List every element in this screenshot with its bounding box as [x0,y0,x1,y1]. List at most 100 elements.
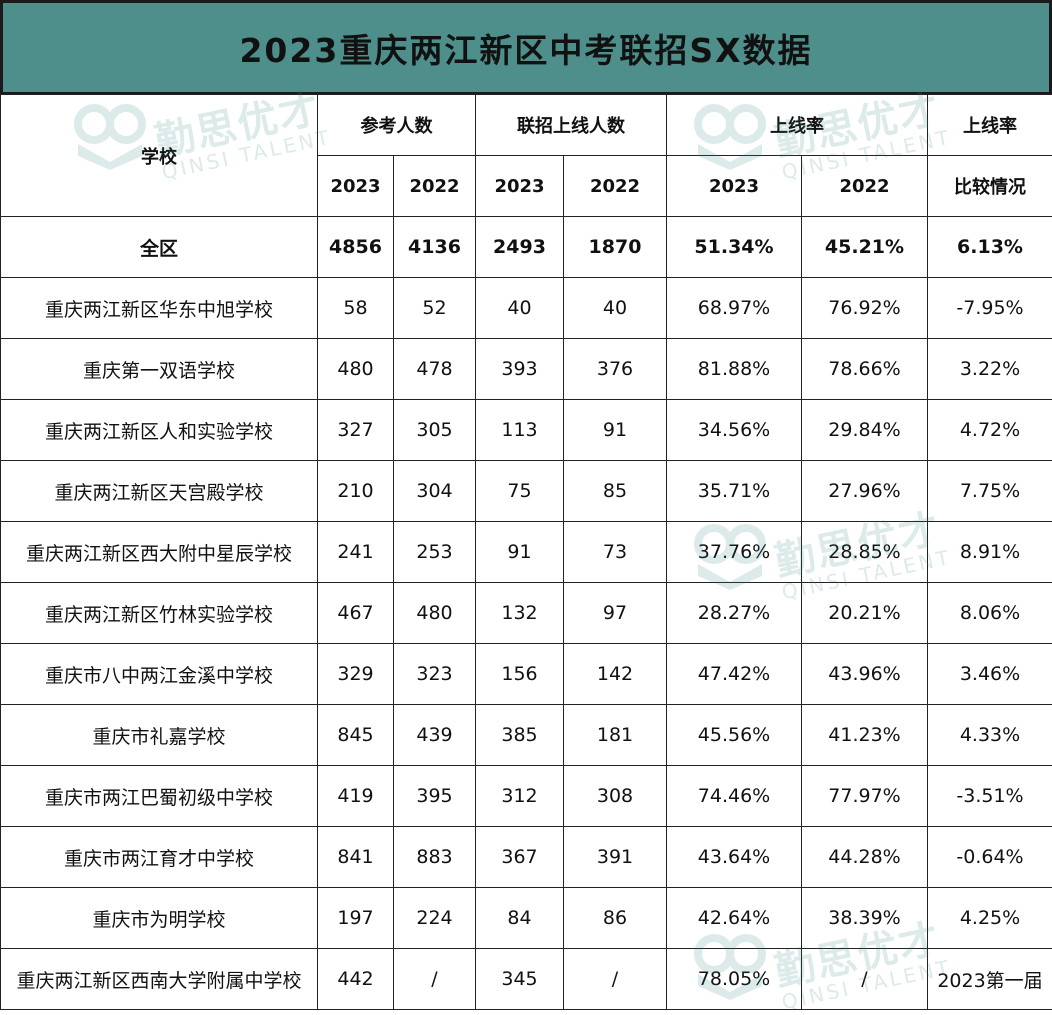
table-row: 重庆市八中两江金溪中学校 329 323 156 142 47.42% 43.96% 3.46… [0,643,1052,705]
cell-school: 重庆市为明学校 [0,887,318,949]
cell-admit-2022: 1870 [563,216,667,278]
cell-rate-2022: 76.92% [801,277,928,339]
cell-admit-2022: 85 [563,460,667,522]
cell-rate-2023: 74.46% [666,765,802,827]
cell-school: 重庆两江新区天宫殿学校 [0,460,318,522]
header-year: 2022 [563,155,667,217]
cell-admit-2023: 385 [475,704,564,766]
cell-rate-2022: 43.96% [801,643,928,705]
table-row: 重庆市两江育才中学校 841 883 367 391 43.64% 44.28% -0.64% [0,826,1052,888]
cell-rate-diff: 7.75% [927,460,1052,522]
cell-takers-2022: 4136 [393,216,476,278]
header-rate-compare-bottom: 比较情况 [927,155,1052,217]
cell-school: 重庆两江新区西南大学附属中学校 [0,948,318,1010]
cell-rate-2023: 47.42% [666,643,802,705]
cell-takers-2022: 304 [393,460,476,522]
cell-takers-2022: 439 [393,704,476,766]
table-row: 重庆两江新区天宫殿学校 210 304 75 85 35.71% 27.96% 7.75% [0,460,1052,522]
cell-school: 重庆两江新区华东中旭学校 [0,277,318,339]
cell-rate-diff: 4.72% [927,399,1052,461]
cell-rate-diff: 4.33% [927,704,1052,766]
cell-school: 重庆两江新区西大附中星辰学校 [0,521,318,583]
total-row: 全区 4856 4136 2493 1870 51.34% 45.21% 6.1… [0,216,1052,278]
cell-admit-2023: 156 [475,643,564,705]
table-row: 重庆市为明学校 197 224 84 86 42.64% 38.39% 4.25% [0,887,1052,949]
cell-admit-2022: 91 [563,399,667,461]
cell-rate-2022: 78.66% [801,338,928,400]
header-rate: 上线率 [666,94,928,156]
cell-admit-2022: 376 [563,338,667,400]
cell-school: 重庆两江新区竹林实验学校 [0,582,318,644]
cell-admit-2023: 75 [475,460,564,522]
cell-admit-2023: 84 [475,887,564,949]
cell-takers-2022: / [393,948,476,1010]
cell-takers-2022: 253 [393,521,476,583]
data-table: 学校 参考人数 联招上线人数 上线率 上线率 2023 2022 2023 20… [0,94,1052,1010]
cell-admit-2023: 91 [475,521,564,583]
cell-takers-2023: 197 [317,887,394,949]
cell-rate-2022: 38.39% [801,887,928,949]
cell-takers-2022: 323 [393,643,476,705]
cell-admit-2023: 367 [475,826,564,888]
cell-rate-2023: 34.56% [666,399,802,461]
cell-school: 重庆市礼嘉学校 [0,704,318,766]
page-title: 2023重庆两江新区中考联招SX数据 [239,30,813,70]
cell-admit-2023: 345 [475,948,564,1010]
cell-rate-2022: / [801,948,928,1010]
cell-admit-2022: 40 [563,277,667,339]
cell-rate-2023: 37.76% [666,521,802,583]
cell-rate-2023: 78.05% [666,948,802,1010]
cell-admit-2022: / [563,948,667,1010]
cell-rate-diff: 8.06% [927,582,1052,644]
cell-admit-2023: 312 [475,765,564,827]
header-admitted: 联招上线人数 [475,94,667,156]
header-year: 2023 [475,155,564,217]
cell-rate-diff: -3.51% [927,765,1052,827]
cell-admit-2022: 391 [563,826,667,888]
cell-admit-2023: 40 [475,277,564,339]
cell-takers-2022: 224 [393,887,476,949]
header-year: 2022 [801,155,928,217]
table-row: 重庆第一双语学校 480 478 393 376 81.88% 78.66% 3.22% [0,338,1052,400]
cell-takers-2023: 210 [317,460,394,522]
cell-rate-2023: 35.71% [666,460,802,522]
cell-takers-2022: 305 [393,399,476,461]
cell-rate-2022: 44.28% [801,826,928,888]
cell-admit-2023: 113 [475,399,564,461]
table-row: 重庆两江新区人和实验学校 327 305 113 91 34.56% 29.84% 4.72% [0,399,1052,461]
cell-rate-2022: 29.84% [801,399,928,461]
cell-admit-2022: 86 [563,887,667,949]
cell-takers-2022: 395 [393,765,476,827]
cell-admit-2023: 132 [475,582,564,644]
cell-rate-2022: 20.21% [801,582,928,644]
cell-takers-2023: 329 [317,643,394,705]
cell-takers-2022: 478 [393,338,476,400]
cell-takers-2022: 883 [393,826,476,888]
cell-rate-diff: 2023第一届 [927,948,1052,1010]
school-rows: 重庆两江新区华东中旭学校 58 52 40 40 68.97% 76.92% -7.95% 重庆… [0,277,1052,1010]
cell-rate-diff: 6.13% [927,216,1052,278]
header-row-1: 学校 参考人数 联招上线人数 上线率 上线率 [0,94,1052,217]
cell-takers-2023: 845 [317,704,394,766]
cell-takers-2023: 841 [317,826,394,888]
header-year: 2022 [393,155,476,217]
cell-rate-2023: 51.34% [666,216,802,278]
cell-takers-2023: 241 [317,521,394,583]
header-rate-compare-top: 上线率 [927,94,1052,156]
title-bar: 2023重庆两江新区中考联招SX数据 [0,0,1052,95]
cell-rate-diff: -0.64% [927,826,1052,888]
cell-rate-diff: 8.91% [927,521,1052,583]
cell-rate-2022: 28.85% [801,521,928,583]
cell-rate-diff: 4.25% [927,887,1052,949]
cell-takers-2023: 327 [317,399,394,461]
cell-admit-2022: 97 [563,582,667,644]
cell-takers-2023: 58 [317,277,394,339]
cell-rate-2023: 81.88% [666,338,802,400]
header-year: 2023 [666,155,802,217]
cell-rate-2023: 28.27% [666,582,802,644]
cell-rate-diff: 3.22% [927,338,1052,400]
cell-rate-2023: 45.56% [666,704,802,766]
header-exam-takers: 参考人数 [317,94,476,156]
cell-school: 重庆市两江育才中学校 [0,826,318,888]
cell-admit-2022: 73 [563,521,667,583]
